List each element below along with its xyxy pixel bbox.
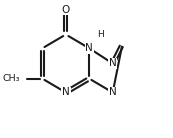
Text: CH₃: CH₃ xyxy=(3,74,20,83)
Text: N: N xyxy=(109,59,117,68)
Text: N: N xyxy=(62,87,70,97)
Text: N: N xyxy=(109,87,117,97)
Text: N: N xyxy=(85,43,93,53)
Text: H: H xyxy=(97,30,104,39)
Text: O: O xyxy=(62,5,70,15)
